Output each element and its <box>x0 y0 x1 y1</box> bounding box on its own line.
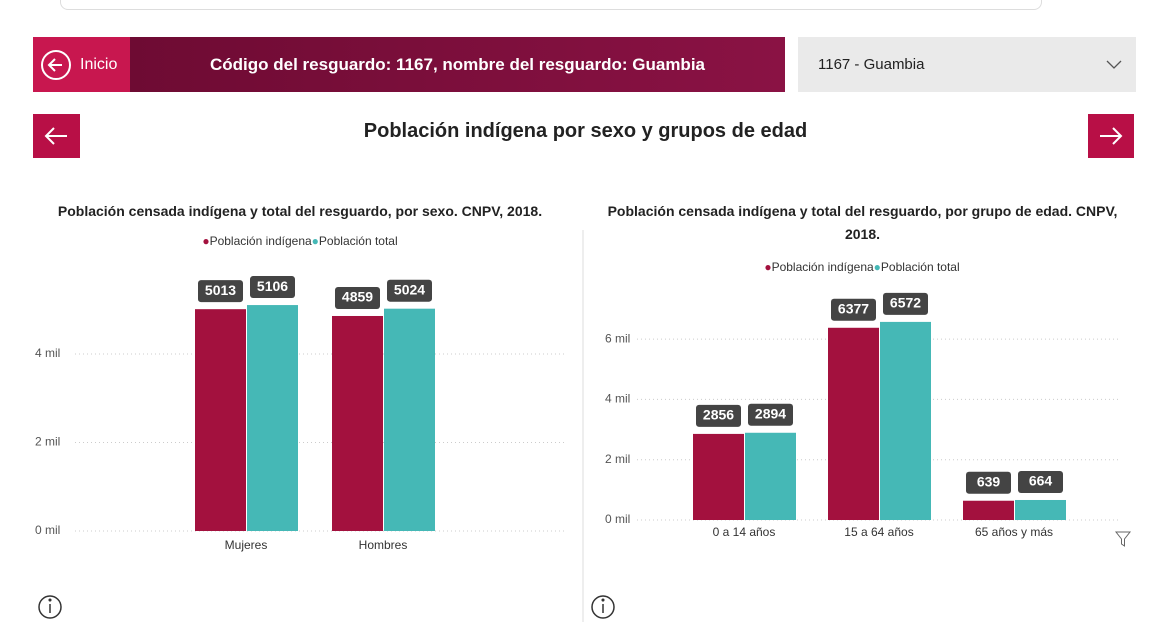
data-label: 6572 <box>890 295 921 311</box>
bar <box>247 305 298 531</box>
x-tick-label: Mujeres <box>225 538 268 552</box>
data-label-bg <box>696 404 741 427</box>
y-tick-label: 0 mil <box>605 512 630 526</box>
data-label: 2894 <box>755 405 786 421</box>
y-tick-label: 2 mil <box>605 452 630 466</box>
filter-icon[interactable] <box>1114 531 1132 547</box>
bar <box>195 309 246 531</box>
legend-label: Población total <box>881 260 960 274</box>
dropdown-chevron <box>1106 60 1122 69</box>
data-label-bg <box>198 280 243 303</box>
y-tick-label: 2 mil <box>35 435 60 449</box>
data-label-bg <box>250 276 295 299</box>
data-label-bg <box>831 298 876 321</box>
x-tick-label: Hombres <box>359 538 408 552</box>
legend-label: Población indígena <box>210 234 312 248</box>
data-label-bg <box>335 286 380 309</box>
home-label: Inicio <box>80 55 118 73</box>
data-label: 4859 <box>342 289 373 305</box>
bar <box>332 315 383 531</box>
legend: ●Población indígena●Población total <box>202 234 397 248</box>
data-label: 5106 <box>257 278 288 294</box>
data-label: 639 <box>977 473 1001 489</box>
legend-label: Población indígena <box>772 260 874 274</box>
data-label-bg <box>387 279 432 302</box>
header-banner: Código del resguardo: 1167, nombre del r… <box>130 37 785 92</box>
legend-marker: ● <box>202 234 209 248</box>
data-label-bg <box>966 471 1011 494</box>
legend: ●Población indígena●Población total <box>764 260 959 274</box>
bar <box>880 321 931 520</box>
data-label-bg <box>883 292 928 315</box>
legend-label: Población total <box>319 234 398 248</box>
data-label: 664 <box>1029 473 1053 489</box>
y-tick-label: 0 mil <box>35 523 60 537</box>
y-tick-label: 6 mil <box>605 331 630 345</box>
data-label-bg <box>1018 470 1063 493</box>
x-tick-label: 15 a 64 años <box>844 525 913 539</box>
x-tick-label: 0 a 14 años <box>713 525 776 539</box>
dropdown[interactable]: 1167 - Guambia <box>798 37 1136 92</box>
bar <box>384 308 435 531</box>
bar <box>693 433 744 520</box>
next-button[interactable] <box>1088 114 1134 158</box>
bar <box>745 432 796 520</box>
data-label: 2856 <box>703 407 734 423</box>
chart-title: Población censada indígena y total del r… <box>607 203 1118 242</box>
data-label: 5024 <box>394 281 425 297</box>
legend-marker: ● <box>874 260 881 274</box>
data-label-bg <box>748 403 793 426</box>
bar <box>828 327 879 520</box>
home-icon <box>41 49 71 80</box>
chart-title: Población censada indígena y total del r… <box>57 203 543 219</box>
header-title: Código del resguardo: 1167, nombre del r… <box>210 54 705 74</box>
info-icon[interactable] <box>591 595 615 619</box>
dropdown-value: 1167 - Guambia <box>818 56 925 73</box>
bar <box>1015 499 1066 520</box>
back-button[interactable] <box>33 114 80 158</box>
data-label: 6377 <box>838 300 869 316</box>
y-tick-label: 4 mil <box>35 346 60 360</box>
data-label: 5013 <box>205 282 236 298</box>
page-title: Población indígena por sexo y grupos de … <box>363 120 808 142</box>
bar <box>963 500 1014 520</box>
x-tick-label: 65 años y más <box>975 525 1053 539</box>
legend-marker: ● <box>764 260 771 274</box>
home-button[interactable]: Inicio <box>33 37 130 92</box>
legend-marker: ● <box>312 234 319 248</box>
info-icon[interactable] <box>38 595 62 619</box>
y-tick-label: 4 mil <box>605 392 630 406</box>
